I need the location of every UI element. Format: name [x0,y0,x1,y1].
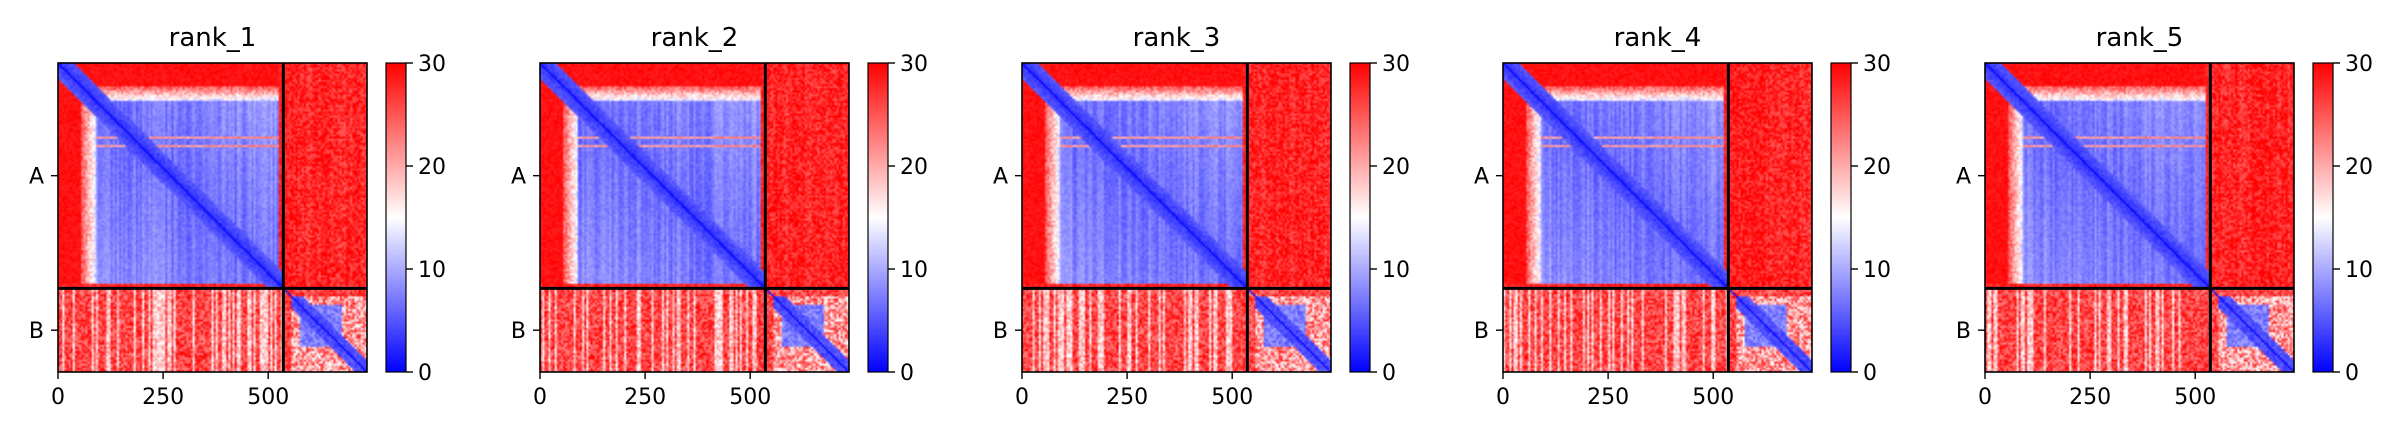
x-tick-label: 500 [1211,385,1253,410]
x-tick-label: 250 [1587,385,1629,410]
colorbar [1830,62,1852,373]
colorbar-tick-label: 30 [1863,52,1891,77]
panel-title: rank_1 [169,23,257,53]
panel-title: rank_5 [2096,23,2184,53]
colorbar-tick-label: 10 [2345,258,2373,283]
x-tick-label: 250 [2069,385,2111,410]
panel-rank_2: rank_2 A B 0 250 500 0 10 20 30 [511,23,928,410]
axes-frame [539,62,850,373]
pae-heatmap [1985,63,2294,372]
colorbar-tick-label: 20 [1863,155,1891,180]
panel-rank_3: rank_3 A B 0 250 500 0 10 20 30 [993,23,1410,410]
panel-title: rank_3 [1133,23,1221,53]
colorbar-tick-label: 30 [900,52,928,77]
chain-label-A: A [993,165,1008,190]
panel-title: rank_4 [1614,23,1702,53]
x-tick-label: 500 [1692,385,1734,410]
x-tick-label: 500 [247,385,289,410]
x-tick-label: 0 [1015,385,1029,410]
chain-label-A: A [511,165,526,190]
panel-rank_5: rank_5 A B 0 250 500 0 10 20 30 [1956,23,2373,410]
chain-label-A: A [1474,165,1489,190]
colorbar-tick-label: 30 [2345,52,2373,77]
colorbar-tick-label: 0 [418,361,432,386]
colorbar [385,62,407,373]
axes-frame [1984,62,2295,373]
colorbar [2312,62,2334,373]
colorbar-tick-label: 10 [418,258,446,283]
colorbar-tick-label: 30 [418,52,446,77]
colorbar-tick-label: 20 [900,155,928,180]
colorbar-tick-label: 10 [1382,258,1410,283]
x-tick-label: 0 [1496,385,1510,410]
x-tick-label: 250 [142,385,184,410]
panel-title: rank_2 [651,23,739,53]
chain-label-B: B [29,319,44,344]
colorbar [1349,62,1371,373]
colorbar-tick-label: 0 [1382,361,1396,386]
axes-frame [57,62,368,373]
x-tick-label: 0 [1978,385,1992,410]
colorbar-tick-label: 30 [1382,52,1410,77]
panel-rank_4: rank_4 A B 0 250 500 0 10 20 30 [1474,23,1891,410]
chain-label-A: A [29,165,44,190]
colorbar-tick-label: 20 [418,155,446,180]
panel-rank_1: rank_1 A B 0 250 500 0 10 20 30 [29,23,446,410]
colorbar-tick-label: 10 [900,258,928,283]
colorbar-tick-label: 20 [2345,155,2373,180]
pae-heatmap [540,63,849,372]
x-tick-label: 0 [533,385,547,410]
pae-heatmap [1503,63,1812,372]
colorbar-tick-label: 10 [1863,258,1891,283]
colorbar-tick-label: 0 [1863,361,1877,386]
axes-frame [1502,62,1813,373]
x-tick-label: 250 [624,385,666,410]
colorbar-tick-label: 0 [2345,361,2359,386]
chain-label-A: A [1956,165,1971,190]
chain-label-B: B [511,319,526,344]
pae-heatmap [58,63,367,372]
x-tick-label: 500 [2174,385,2216,410]
colorbar-tick-label: 0 [900,361,914,386]
colorbar-tick-label: 20 [1382,155,1410,180]
axes-frame [1021,62,1332,373]
chain-label-B: B [1956,319,1971,344]
pae-heatmap [1022,63,1331,372]
chain-label-B: B [1474,319,1489,344]
x-tick-label: 0 [51,385,65,410]
x-tick-label: 500 [729,385,771,410]
chain-label-B: B [993,319,1008,344]
colorbar [867,62,889,373]
x-tick-label: 250 [1106,385,1148,410]
